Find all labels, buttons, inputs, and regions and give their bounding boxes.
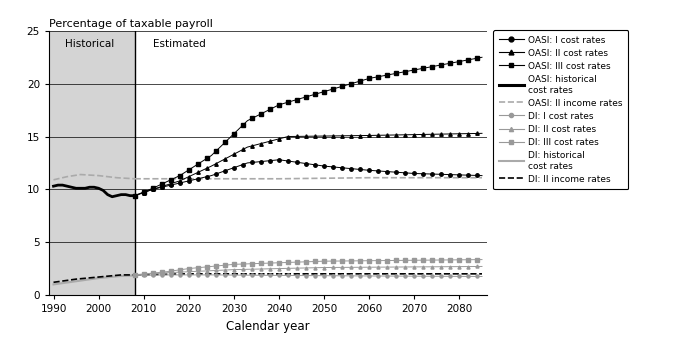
- X-axis label: Calendar year: Calendar year: [226, 320, 309, 333]
- Text: Estimated: Estimated: [153, 39, 206, 49]
- Text: Percentage of taxable payroll: Percentage of taxable payroll: [49, 19, 213, 29]
- Bar: [134, 31, 486, 295]
- Text: Historical: Historical: [65, 39, 114, 49]
- Legend: OASI: I cost rates, OASI: II cost rates, OASI: III cost rates, OASI: historical
: OASI: I cost rates, OASI: II cost rates,…: [494, 30, 629, 189]
- Bar: [49, 31, 134, 295]
